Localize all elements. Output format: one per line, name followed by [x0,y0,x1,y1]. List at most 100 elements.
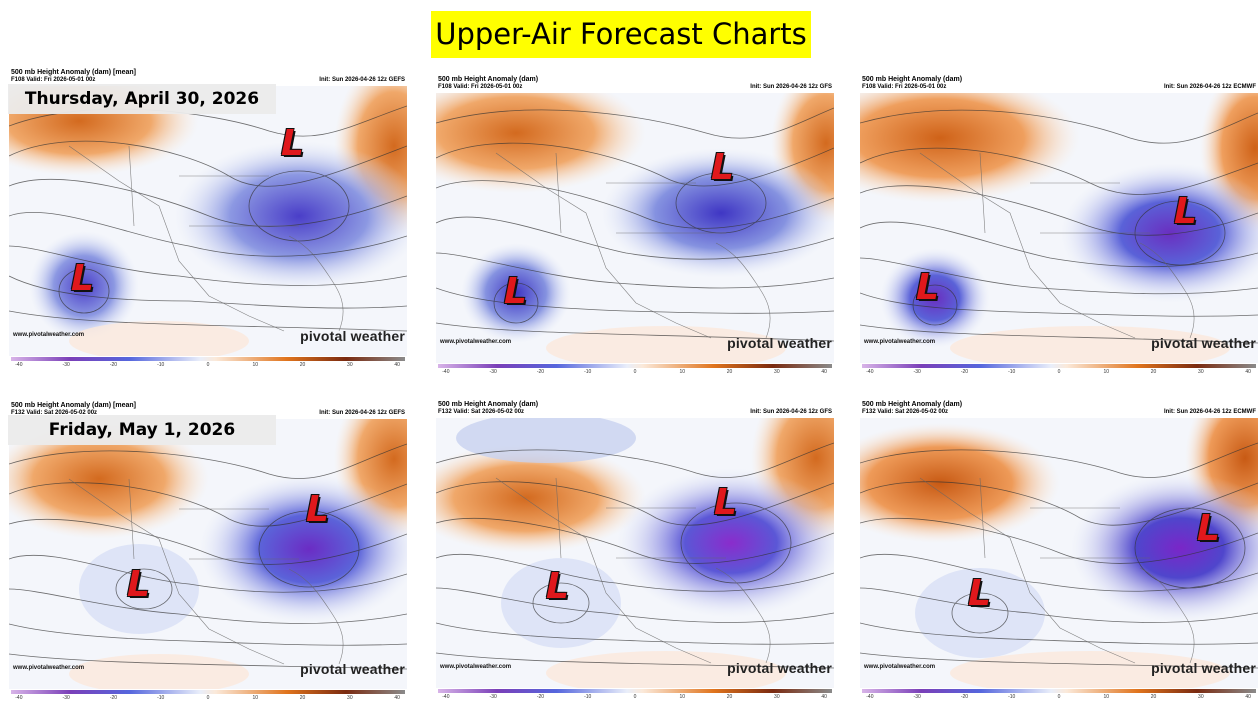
panel-valid-time: F132 Valid: Sat 2026-05-02 00z [11,410,98,416]
colorbar-tick: -40 [866,694,874,700]
colorbar-tick: 0 [1057,369,1061,375]
colorbar-tick: 10 [1103,369,1110,375]
source-url: www.pivotalweather.com [440,339,512,345]
colorbar-tick: -30 [489,694,497,700]
chart-panel-gefs-f132: 500 mb Height Anomaly (dam) [mean] F132 … [9,402,407,702]
colorbar-tick: -40 [15,362,23,368]
colorbar-tick: 0 [206,362,210,368]
colorbar-tick: -10 [584,369,592,375]
colorbar-tick: -20 [109,695,118,701]
panel-title: 500 mb Height Anomaly (dam) [mean] [11,402,136,409]
colorbar-tick: 20 [1150,369,1157,375]
colorbar-ticks: -40 -30 -20 -10 0 10 20 30 40 [862,369,1256,376]
low-pressure-marker: L [306,489,329,530]
colorbar-tick: 40 [821,694,827,700]
panel-init-time: Init: Sun 2026-04-26 12z GEFS [319,410,405,416]
colorbar-tick: 40 [394,362,400,368]
colorbar-tick: -20 [960,694,969,700]
brand-watermark: pivotal weather [1151,335,1256,351]
chart-panel-gefs-f108: 500 mb Height Anomaly (dam) [mean] F108 … [9,69,407,369]
low-pressure-marker: L [714,482,737,523]
low-pressure-marker: L [916,267,939,308]
colorbar-tick: 0 [633,369,637,375]
colorbar-tick: -20 [536,369,545,375]
low-pressure-marker: L [1197,508,1220,549]
colorbar [862,689,1256,693]
low-pressure-marker: L [71,258,94,299]
colorbar-tick: 40 [1245,369,1251,375]
source-url: www.pivotalweather.com [13,665,85,671]
colorbar-tick: -20 [960,369,969,375]
colorbar [11,690,405,694]
colorbar [438,364,832,368]
colorbar-tick: 30 [774,694,780,700]
panel-title: 500 mb Height Anomaly (dam) [mean] [11,69,136,76]
low-pressure-marker: L [711,147,734,188]
colorbar-tick: 40 [821,369,827,375]
colorbar-tick: 40 [1245,694,1251,700]
panel-init-time: Init: Sun 2026-04-26 12z ECMWF [1163,84,1256,90]
panel-title: 500 mb Height Anomaly (dam) [438,401,539,408]
colorbar-tick: 10 [252,362,259,368]
brand-watermark: pivotal weather [300,661,405,677]
colorbar-tick: -20 [536,694,545,700]
colorbar-tick: 30 [1198,694,1204,700]
colorbar-tick: 30 [774,369,780,375]
chart-panel-ecmwf-f108: 500 mb Height Anomaly (dam) F108 Valid: … [860,76,1258,376]
brand-watermark: pivotal weather [727,335,832,351]
colorbar-ticks: -40 -30 -20 -10 0 10 20 30 40 [11,695,405,702]
colorbar-tick: 10 [252,695,259,701]
low-pressure-marker: L [281,123,304,164]
brand-watermark: pivotal weather [1151,660,1256,676]
source-url: www.pivotalweather.com [864,664,936,670]
colorbar-tick: 10 [679,694,686,700]
colorbar-tick: 0 [633,694,637,700]
height-anomaly-map [436,93,834,363]
panel-title: 500 mb Height Anomaly (dam) [862,76,963,83]
colorbar-tick: 20 [299,695,306,701]
colorbar-tick: -30 [913,694,921,700]
date-label-thursday: Thursday, April 30, 2026 [8,84,276,114]
colorbar-tick: -10 [157,362,165,368]
colorbar-tick: 10 [679,369,686,375]
colorbar-tick: 30 [1198,369,1204,375]
panel-title: 500 mb Height Anomaly (dam) [438,76,539,83]
height-anomaly-map [9,419,407,689]
brand-watermark: pivotal weather [300,328,405,344]
colorbar-tick: 20 [299,362,306,368]
colorbar-tick: -40 [442,369,450,375]
panel-valid-time: F108 Valid: Fri 2026-05-01 00z [438,84,523,90]
colorbar-tick: -30 [913,369,921,375]
colorbar-ticks: -40 -30 -20 -10 0 10 20 30 40 [438,369,832,376]
chart-panel-gfs-f132: 500 mb Height Anomaly (dam) F132 Valid: … [436,401,834,701]
colorbar-tick: -10 [584,694,592,700]
colorbar-tick: -10 [157,695,165,701]
colorbar-tick: 20 [1150,694,1157,700]
source-url: www.pivotalweather.com [13,332,85,338]
colorbar [11,357,405,361]
date-label-friday: Friday, May 1, 2026 [8,415,276,445]
height-anomaly-map [9,86,407,356]
colorbar [438,689,832,693]
height-anomaly-map [860,93,1258,363]
colorbar-tick: 20 [726,369,733,375]
chart-panel-ecmwf-f132: 500 mb Height Anomaly (dam) F132 Valid: … [860,401,1258,701]
colorbar-tick: 10 [1103,694,1110,700]
colorbar-tick: 30 [347,362,353,368]
source-url: www.pivotalweather.com [440,664,512,670]
low-pressure-marker: L [968,573,991,614]
panel-valid-time: F132 Valid: Sat 2026-05-02 00z [438,409,525,415]
panel-valid-time: F108 Valid: Fri 2026-05-01 00z [862,84,947,90]
colorbar-tick: 0 [1057,694,1061,700]
colorbar-tick: -30 [62,695,70,701]
panel-valid-time: F132 Valid: Sat 2026-05-02 00z [862,409,949,415]
colorbar-tick: 30 [347,695,353,701]
colorbar-tick: -30 [62,362,70,368]
low-pressure-marker: L [504,271,527,312]
chart-panel-gfs-f108: 500 mb Height Anomaly (dam) F108 Valid: … [436,76,834,376]
panel-title: 500 mb Height Anomaly (dam) [862,401,963,408]
colorbar-ticks: -40 -30 -20 -10 0 10 20 30 40 [862,694,1256,701]
colorbar-tick: 20 [726,694,733,700]
colorbar-tick: -40 [866,369,874,375]
colorbar-tick: -20 [109,362,118,368]
